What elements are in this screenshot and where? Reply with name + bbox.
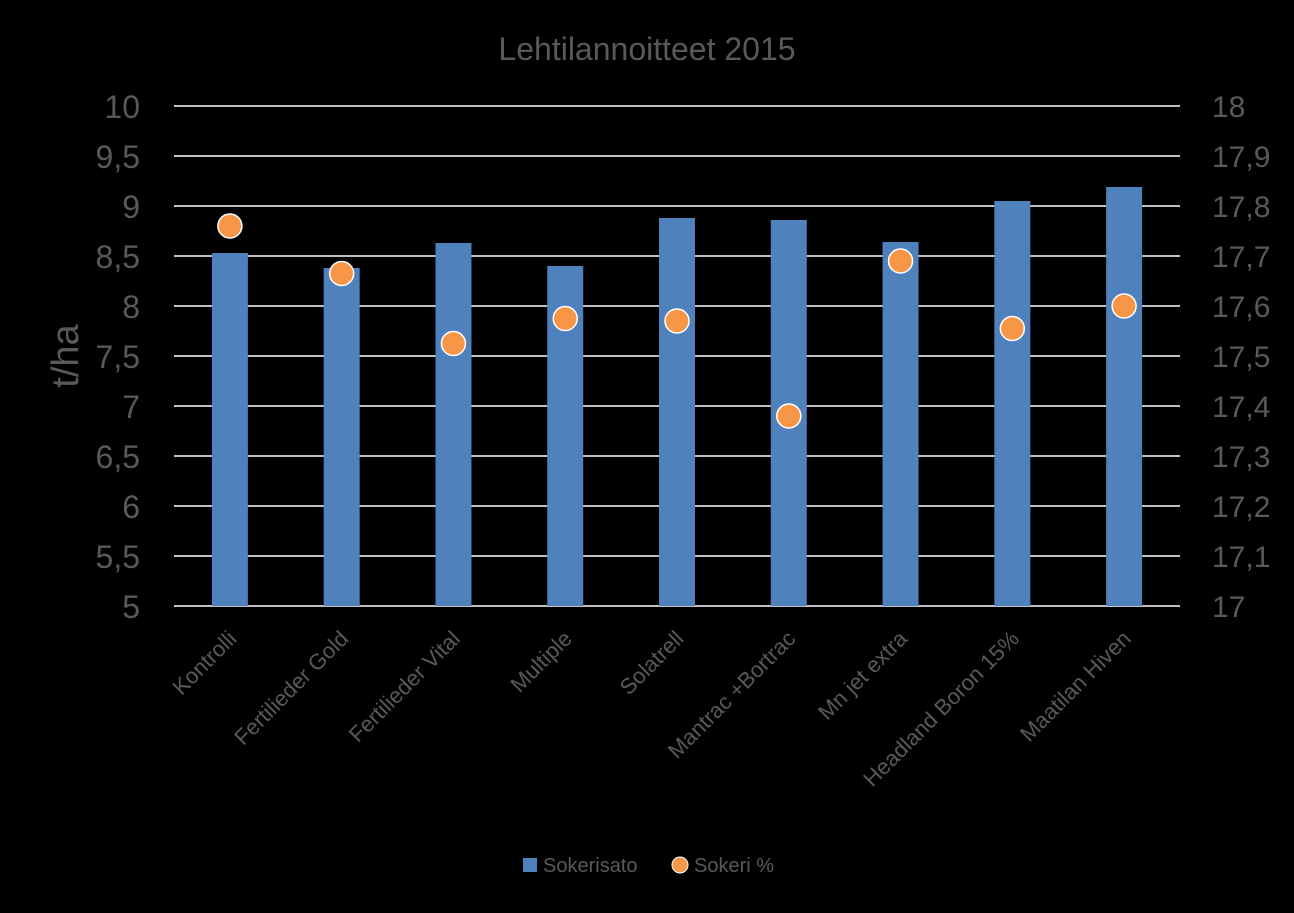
- y2-tick-label: 17,4: [1212, 391, 1270, 424]
- y2-tick-label: 17,5: [1212, 341, 1270, 374]
- y2-tick-label: 17,1: [1212, 541, 1270, 574]
- point-sokeri: [328, 260, 355, 287]
- x-tick-label: Multiple: [505, 626, 576, 697]
- y2-tick-label: 17,2: [1212, 491, 1270, 524]
- y2-tick-label: 18: [1212, 91, 1245, 124]
- x-tick-label: Maatilan Hiven: [1015, 626, 1136, 747]
- points-layer: [217, 213, 1137, 429]
- point-sokeri: [1111, 293, 1137, 319]
- y-tick-label: 7: [122, 389, 140, 425]
- y-tick-label: 7,5: [96, 339, 140, 375]
- y-tick-label: 5: [122, 589, 140, 625]
- legend-label-sokeri: Sokeri %: [694, 855, 774, 877]
- bar-sokerisato: [323, 268, 360, 606]
- point-sokeri: [217, 213, 243, 239]
- point-sokeri: [552, 305, 578, 332]
- x-tick-label: Fertilieder Gold: [229, 626, 353, 750]
- y2-tick-labels: 17 17,1 17,2 17,3 17,4 17,5 17,6 17,7 17,8 17,9 18: [1212, 91, 1270, 624]
- y2-tick-label: 17,3: [1212, 441, 1270, 474]
- y-tick-label: 9: [122, 189, 140, 225]
- legend-label-sokerisato: Sokerisato: [543, 855, 638, 877]
- point-sokeri: [440, 330, 467, 357]
- y-axis-label: t/ha: [45, 323, 87, 387]
- bar-sokerisato: [435, 243, 472, 606]
- y-tick-label: 6: [122, 489, 140, 525]
- x-tick-label: Mn jet extra: [813, 625, 912, 724]
- y2-tick-label: 17,6: [1212, 291, 1270, 324]
- y-tick-label: 9,5: [96, 139, 140, 175]
- y-tick-label: 6,5: [96, 439, 140, 475]
- y2-tick-label: 17,7: [1212, 241, 1270, 274]
- bar-sokerisato: [659, 218, 695, 606]
- y2-tick-label: 17: [1212, 591, 1245, 624]
- y-tick-label: 8: [122, 289, 140, 325]
- point-sokeri: [776, 403, 802, 429]
- bar-sokerisato: [882, 242, 919, 606]
- bar-sokerisato: [211, 253, 248, 606]
- bar-sokerisato: [994, 201, 1031, 606]
- x-tick-label: Solatrell: [615, 626, 689, 700]
- x-tick-label: Kontrolli: [168, 626, 242, 700]
- legend-swatch-sokeri: [671, 856, 689, 874]
- bar-sokerisato: [1106, 187, 1143, 606]
- point-sokeri: [999, 315, 1026, 342]
- y-tick-label: 8,5: [96, 239, 140, 275]
- x-tick-label: Fertilieder Vital: [344, 626, 465, 747]
- bars-layer: [211, 187, 1143, 606]
- point-sokeri: [887, 248, 914, 274]
- y2-tick-label: 17,8: [1212, 191, 1270, 224]
- point-sokeri: [664, 308, 690, 334]
- y-tick-label: 10: [104, 89, 140, 125]
- y-tick-label: 5,5: [96, 539, 140, 575]
- chart-title: Lehtilannoitteet 2015: [498, 31, 795, 67]
- legend-swatch-sokerisato: [523, 858, 537, 872]
- y-tick-labels: 5 5,5 6 6,5 7 7,5 8 8,5 9 9,5 10: [96, 89, 140, 625]
- y2-tick-label: 17,9: [1212, 141, 1270, 174]
- legend: Sokerisato Sokeri %: [523, 855, 774, 877]
